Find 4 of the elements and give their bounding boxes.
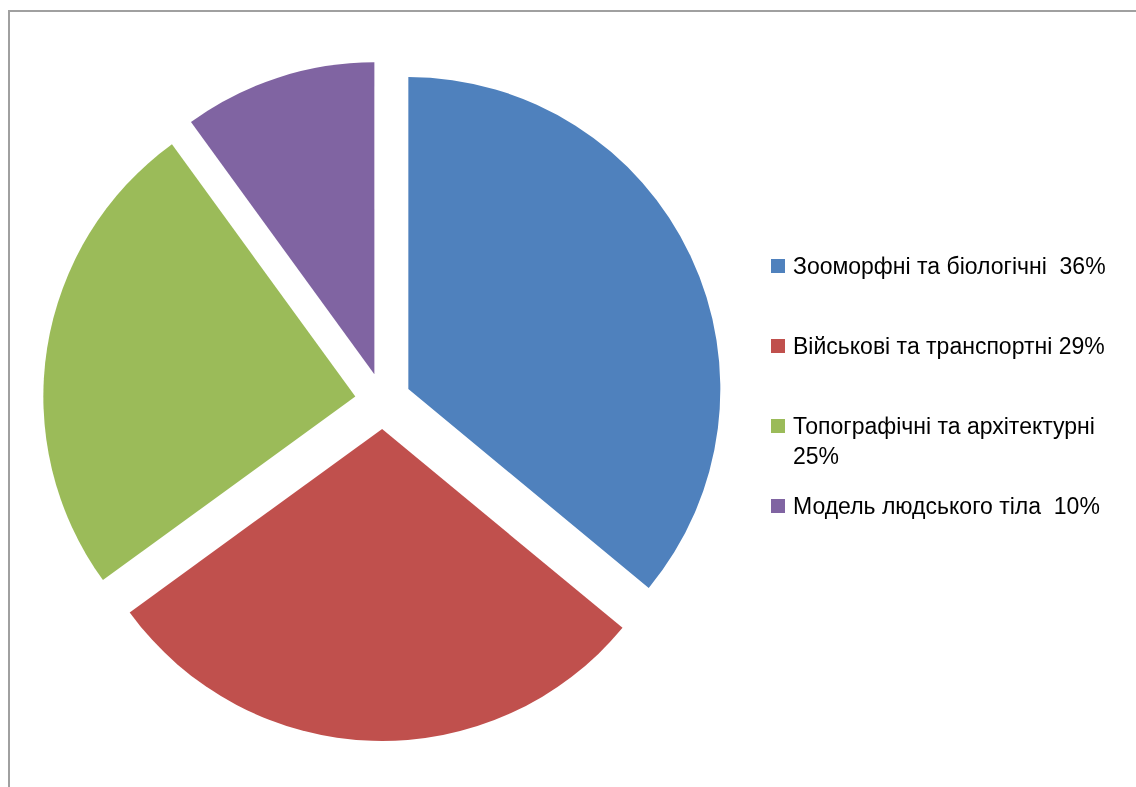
legend-label: Зооморфні та біологічні 36% <box>793 252 1107 281</box>
legend-label: Топографічні та архітектурні 25% <box>793 412 1096 471</box>
legend-label: Військові та транспортні 29% <box>793 332 1106 361</box>
legend-label: Модель людського тіла 10% <box>793 492 1101 521</box>
